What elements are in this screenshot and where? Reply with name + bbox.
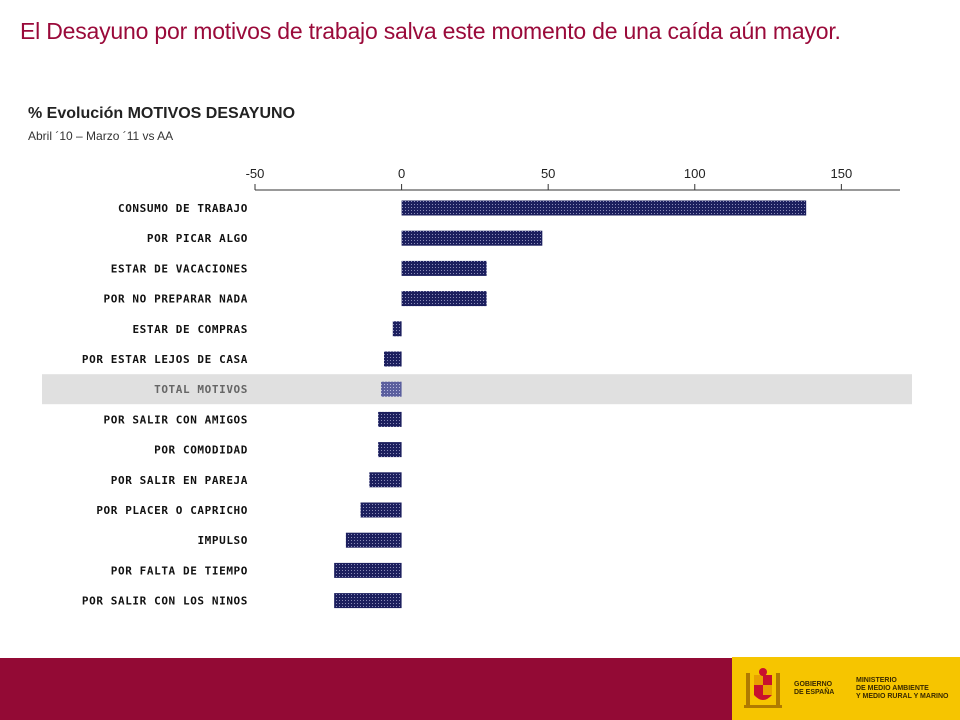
category-label: ESTAR DE VACACIONES <box>111 262 248 275</box>
category-label: POR SALIR EN PAREJA <box>111 474 248 487</box>
bar <box>345 532 402 548</box>
x-tick-label: 0 <box>398 166 405 181</box>
bar <box>378 442 402 458</box>
category-label: POR FALTA DE TIEMPO <box>111 564 248 577</box>
government-logo: GOBIERNO DE ESPAÑA MINISTERIO DE MEDIO A… <box>732 657 960 720</box>
category-label: CONSUMO DE TRABAJO <box>118 202 248 215</box>
x-tick-label: 50 <box>541 166 555 181</box>
bar-chart: -50 0 50 100 150 CONSUMO DE TRABAJO POR PICAR… <box>42 166 912 609</box>
government-logo-text: GOBIERNO DE ESPAÑA <box>794 681 835 696</box>
bar <box>384 351 402 367</box>
bar <box>381 381 402 397</box>
category-label: POR SALIR CON LOS NINOS <box>82 595 248 608</box>
bar <box>334 593 402 609</box>
bar <box>401 291 487 307</box>
ministry-logo-text: MINISTERIO DE MEDIO AMBIENTE Y MEDIO RUR… <box>856 677 949 700</box>
bar <box>401 230 543 246</box>
chart-subtitle: Abril ´10 – Marzo ´11 vs AA <box>28 129 174 143</box>
bar <box>392 321 402 337</box>
x-tick-label: 150 <box>831 166 853 181</box>
category-label: TOTAL MOTIVOS <box>154 383 248 396</box>
category-label: POR SALIR CON AMIGOS <box>104 413 248 426</box>
category-label: POR ESTAR LEJOS DE CASA <box>82 353 248 366</box>
category-label: POR PICAR ALGO <box>147 232 248 245</box>
category-label: POR PLACER O CAPRICHO <box>96 504 248 517</box>
coat-of-arms-icon <box>744 668 782 708</box>
bar <box>360 502 402 518</box>
chart-title: % Evolución MOTIVOS DESAYUNO <box>28 105 296 122</box>
category-label: IMPULSO <box>197 534 248 547</box>
bar <box>369 472 402 488</box>
x-tick-label: -50 <box>246 166 265 181</box>
slide-title: El Desayuno por motivos de trabajo salva… <box>20 18 841 44</box>
x-tick-label: 100 <box>684 166 706 181</box>
bar <box>401 260 487 276</box>
category-label: ESTAR DE COMPRAS <box>132 323 248 336</box>
category-label: POR NO PREPARAR NADA <box>104 293 248 306</box>
bar <box>401 200 807 216</box>
highlight-row <box>42 374 912 405</box>
bar <box>334 562 402 578</box>
bar <box>378 411 402 427</box>
category-label: POR COMODIDAD <box>154 444 248 457</box>
